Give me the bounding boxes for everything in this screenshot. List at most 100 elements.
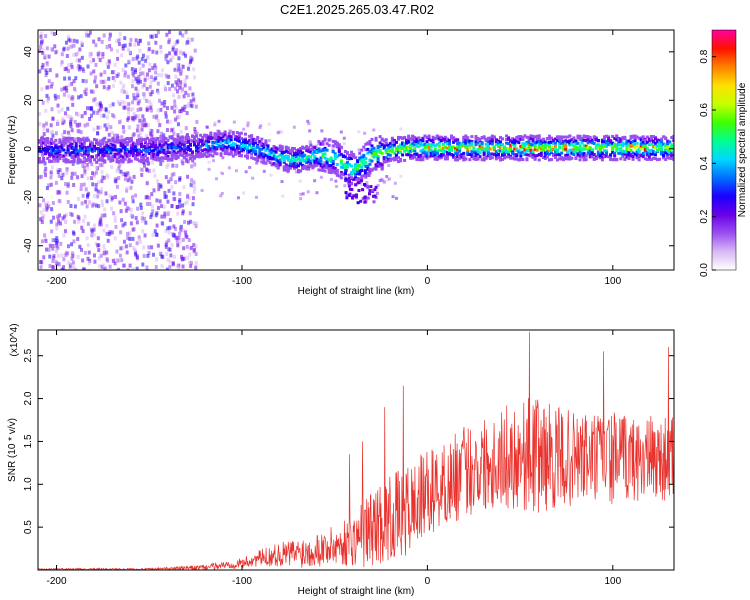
spectrogram-cell <box>462 155 466 159</box>
spectrogram-cell <box>239 154 243 158</box>
spectrogram-cell <box>266 147 270 151</box>
spectrogram-cell <box>132 112 136 117</box>
spectrogram-cell <box>191 92 195 97</box>
spectrogram-cell <box>480 141 484 145</box>
spectrogram-cell <box>187 196 191 201</box>
spectrogram-cell <box>41 39 45 44</box>
spectrogram-cell <box>647 139 651 143</box>
spectrogram-cell <box>65 88 69 93</box>
spectrogram-cell <box>376 183 380 187</box>
spectrogram-cell <box>173 109 177 114</box>
spectrogram-cell <box>111 147 115 151</box>
spectrogram-cell <box>92 253 96 258</box>
spectrogram-cell <box>588 146 592 150</box>
spectrogram-cell <box>535 148 539 152</box>
spectrogram-cell <box>360 183 364 187</box>
spectrogram-cell <box>162 148 166 152</box>
snr-plot-area <box>38 330 674 570</box>
spectrogram-y-tick-label: 20 <box>23 94 34 106</box>
spectrogram-cell <box>656 144 660 148</box>
spectrogram-cell <box>178 85 182 90</box>
spectrogram-cell <box>609 153 613 157</box>
spectrogram-cell <box>150 34 154 39</box>
spectrogram-cell <box>97 146 101 150</box>
spectrogram-cell <box>125 136 129 140</box>
spectrogram-cell <box>186 136 190 140</box>
spectrogram-cell <box>651 150 655 154</box>
spectrogram-cell <box>186 140 190 144</box>
spectrogram-cell <box>445 157 449 161</box>
spectrogram-cell <box>207 136 211 140</box>
spectrogram-cell <box>370 144 374 148</box>
spectrogram-cell <box>345 164 349 168</box>
spectrogram-cell <box>246 151 250 155</box>
spectrogram-cell <box>651 144 655 148</box>
spectrogram-cell <box>664 148 668 152</box>
spectrogram-cell <box>171 93 175 98</box>
spectrogram-cell <box>260 142 264 146</box>
spectrogram-cell <box>405 145 409 149</box>
spectrogram-cell <box>360 177 364 181</box>
spectrogram-cell <box>117 159 121 163</box>
spectrogram-cell <box>98 264 102 269</box>
spectrogram-cell <box>505 150 509 154</box>
spectrogram-cell <box>570 156 574 160</box>
spectrogram-cell <box>339 145 343 149</box>
spectrogram-cell <box>411 148 415 152</box>
spectrogram-cell <box>154 143 158 147</box>
spectrogram-cell <box>429 145 433 149</box>
spectrogram-cell <box>84 87 88 92</box>
spectrogram-cell <box>56 216 60 221</box>
spectrogram-cell <box>317 147 321 151</box>
spectrogram-cell <box>58 190 62 195</box>
spectrogram-cell <box>68 153 72 157</box>
spectrogram-cell <box>102 175 106 180</box>
spectrogram-cell <box>142 153 146 157</box>
spectrogram-cell <box>62 233 66 238</box>
spectrogram-cell <box>672 158 674 162</box>
spectrogram-cell <box>672 156 674 160</box>
spectrogram-cell <box>172 144 176 148</box>
spectrogram-cell <box>421 158 425 162</box>
spectrogram-cell <box>58 168 62 173</box>
spectrogram-cell <box>96 131 100 136</box>
spectrogram-cell <box>185 111 189 116</box>
spectrogram-cell <box>168 176 172 181</box>
spectrogram-cell <box>142 123 146 128</box>
spectrogram-cell <box>106 125 110 130</box>
spectrogram-cell <box>586 139 590 143</box>
spectrogram-cell <box>107 59 111 64</box>
spectrogram-cell <box>189 260 193 265</box>
spectrogram-cell <box>651 140 655 144</box>
spectrogram-cell <box>215 132 219 136</box>
spectrogram-cell <box>286 156 290 160</box>
spectrogram-cell <box>93 137 97 141</box>
spectrogram-cell <box>331 150 335 154</box>
spectrogram-cell <box>74 141 78 145</box>
spectrogram-cell <box>394 157 398 161</box>
spectrogram-cell <box>94 43 98 48</box>
spectrogram-cell <box>144 139 148 143</box>
spectrogram-cell <box>515 148 519 152</box>
spectrogram-cell <box>44 149 48 153</box>
spectrogram-cell <box>128 237 132 242</box>
spectrogram-cell <box>554 144 558 148</box>
spectrogram-cell <box>301 159 305 163</box>
spectrogram-cell <box>100 170 104 175</box>
spectrogram-cell <box>431 143 435 147</box>
spectrogram-cell <box>360 159 364 163</box>
spectrogram-cell <box>193 143 197 147</box>
spectrogram-cell <box>56 170 60 175</box>
spectrogram-cell <box>539 142 543 146</box>
spectrogram-cell <box>105 223 109 228</box>
spectrogram-cell <box>164 156 168 160</box>
spectrogram-cell <box>102 113 106 118</box>
spectrogram-cell <box>235 149 239 153</box>
spectrogram-cell <box>339 159 343 163</box>
spectrogram-cell <box>501 149 505 153</box>
spectrogram-cell <box>90 229 94 234</box>
spectrogram-cell <box>113 215 117 220</box>
spectrogram-cell <box>356 164 360 168</box>
spectrogram-cell <box>503 156 507 160</box>
